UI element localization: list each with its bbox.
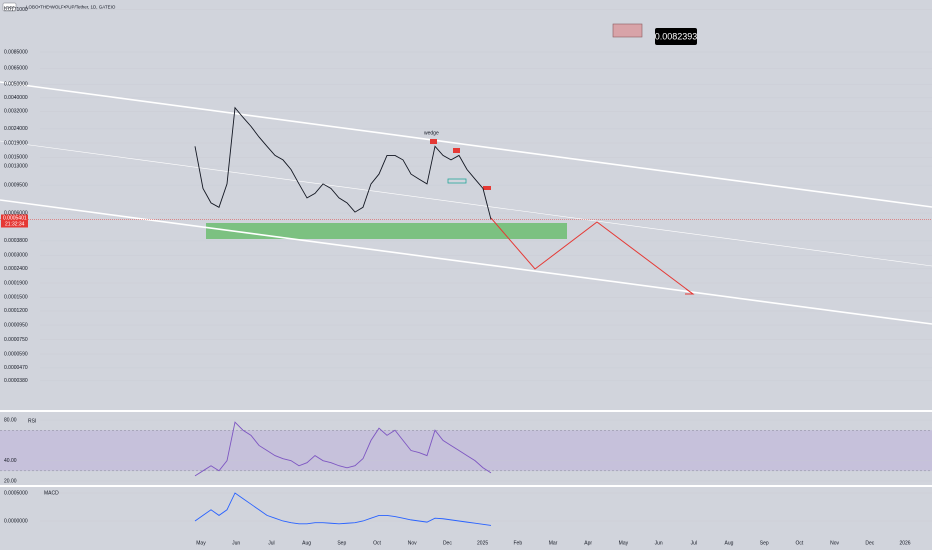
annotation: wedge <box>424 130 439 136</box>
x-tick-label: Apr <box>584 540 592 546</box>
x-tick-label: May <box>619 540 629 546</box>
x-tick-label: 2025 <box>477 540 488 546</box>
y-tick-label: 0.0032000 <box>4 109 28 115</box>
y-tick-label: 0.0001200 <box>4 308 28 314</box>
x-tick-label: Mar <box>549 540 558 546</box>
x-tick-label: Aug <box>302 540 311 546</box>
y-tick-label: 0.0000000 <box>4 518 28 524</box>
symbol-badge: USDT <box>4 5 15 10</box>
rsi-title: RSI <box>28 418 36 424</box>
support-zone <box>206 223 567 239</box>
x-tick-label: Nov <box>408 540 417 546</box>
main-pane <box>0 0 932 410</box>
countdown: 21:32:34 <box>5 221 25 227</box>
current-price-box <box>1 214 28 228</box>
y-tick-label: 0.0003000 <box>4 253 28 259</box>
marker <box>430 139 437 144</box>
y-tick-label: 0.0019000 <box>4 140 28 146</box>
y-tick-label: 0.0024000 <box>4 126 28 132</box>
y-tick-label: 0.0050000 <box>4 82 28 88</box>
series-line <box>194 106 492 220</box>
y-tick-label: 0.0171000 <box>4 7 28 13</box>
y-tick-label: 0.0009500 <box>4 183 28 189</box>
y-tick-label: 0.0001900 <box>4 280 28 286</box>
x-tick-label: Oct <box>796 540 804 546</box>
y-tick-label: 0.0000590 <box>4 351 28 357</box>
x-tick-label: Sep <box>337 540 346 546</box>
x-tick-label: Jul <box>691 540 697 546</box>
rsi-pane <box>0 412 932 485</box>
y-tick-label: 0.0006000 <box>4 210 28 216</box>
marker <box>453 148 460 153</box>
y-tick-label: 0.0085000 <box>4 49 28 55</box>
y-tick-label: 40.00 <box>4 458 17 464</box>
x-tick-label: Jun <box>232 540 240 546</box>
price-tag-box <box>655 28 697 45</box>
channel-bottom <box>0 199 932 325</box>
y-tick-label: 0.0000470 <box>4 365 28 371</box>
marker-box <box>447 178 467 184</box>
projection-arrow <box>685 288 695 295</box>
channel-top <box>0 81 932 208</box>
x-tick-label: 2026 <box>899 540 910 546</box>
series-line <box>194 421 492 477</box>
x-tick-label: Feb <box>513 540 522 546</box>
y-tick-label: 0.0001500 <box>4 295 28 301</box>
y-tick-label: 0.0000950 <box>4 322 28 328</box>
pink-box <box>612 23 643 38</box>
y-tick-label: 0.0015000 <box>4 155 28 161</box>
macd-title: MACD <box>44 490 59 496</box>
x-tick-label: Sep <box>760 540 769 546</box>
x-tick-label: Nov <box>830 540 839 546</box>
macd-pane <box>0 487 932 535</box>
y-tick-label: 0.0013000 <box>4 163 28 169</box>
time-axis <box>0 535 932 550</box>
y-tick-label: 0.0000750 <box>4 337 28 343</box>
price-tag: 0.0082393 <box>655 31 698 41</box>
y-tick-label: 0.0005000 <box>4 490 28 496</box>
x-tick-label: Oct <box>373 540 381 546</box>
series-line <box>194 492 492 526</box>
y-tick-label: 0.0002400 <box>4 266 28 272</box>
y-tick-label: 20.00 <box>4 478 17 484</box>
x-tick-label: May <box>196 540 206 546</box>
current-price-label: 0.0005401 <box>3 215 27 221</box>
symbol-title: LOBO•THE•WOLF•PUP/Tether, 1D, GATEIO <box>26 5 116 10</box>
x-tick-label: Dec <box>865 540 874 546</box>
x-tick-label: Aug <box>725 540 734 546</box>
grid <box>0 9 932 522</box>
x-tick-label: Jul <box>268 540 274 546</box>
rsi-band <box>0 430 932 471</box>
x-tick-label: Jun <box>655 540 663 546</box>
y-tick-label: 0.0000380 <box>4 378 28 384</box>
channel-mid <box>0 140 932 267</box>
x-tick-label: Dec <box>443 540 452 546</box>
y-tick-label: 0.0040000 <box>4 95 28 101</box>
marker <box>483 186 491 190</box>
y-tick-label: 0.0065000 <box>4 66 28 72</box>
symbol-badge-box <box>2 2 17 12</box>
projection-path <box>490 217 694 295</box>
y-tick-label: 0.0003800 <box>4 238 28 244</box>
y-tick-label: 80.00 <box>4 417 17 423</box>
